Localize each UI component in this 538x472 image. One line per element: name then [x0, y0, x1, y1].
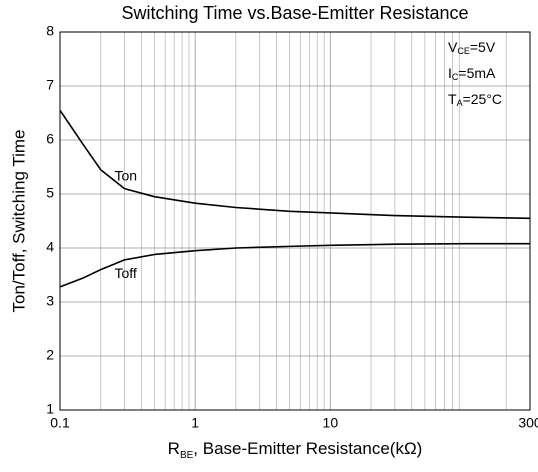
annotation: TA=25°C: [448, 91, 502, 109]
y-tick-label: 8: [46, 23, 54, 39]
annotation-rest: =25°C: [463, 91, 502, 107]
annotation-sub: C: [452, 72, 459, 82]
y-tick-label: 3: [46, 293, 54, 309]
annotation-rest: =5mA: [458, 65, 496, 81]
y-tick-label: 7: [46, 77, 54, 93]
y-tick-label: 6: [46, 131, 54, 147]
y-tick-label: 1: [46, 401, 54, 417]
annotation-main: V: [448, 39, 458, 55]
series-label: Ton: [114, 167, 137, 183]
x-tick-label: 0.1: [50, 415, 70, 431]
annotation: VCE=5V: [448, 39, 496, 57]
x-tick-label: 10: [323, 415, 339, 431]
y-axis-label: Ton/Toff, Switching Time: [9, 130, 28, 313]
plot-frame: [59, 31, 531, 411]
x-tick-label: 300: [518, 415, 538, 431]
series-label: Toff: [114, 265, 136, 281]
annotation-main: T: [448, 91, 457, 107]
series-line: [59, 242, 530, 288]
x-label-sub: BE: [180, 450, 194, 461]
y-tick-label: 4: [46, 239, 54, 255]
annotation-main: I: [448, 65, 452, 81]
series-line: [59, 109, 531, 220]
annotation-sub: CE: [457, 46, 470, 56]
chart-title: Switching Time vs.Base-Emitter Resistanc…: [121, 3, 468, 23]
annotation: IC=5mA: [448, 65, 496, 83]
x-axis-label: RBE, Base-Emitter Resistance(kΩ): [168, 439, 423, 460]
x-label-main: R: [168, 439, 180, 458]
x-tick-label: 1: [191, 415, 199, 431]
x-label-rest: , Base-Emitter Resistance(kΩ): [193, 439, 422, 458]
y-tick-label: 2: [46, 347, 54, 363]
annotation-rest: =5V: [470, 39, 496, 55]
annotation-sub: A: [457, 98, 463, 108]
y-tick-label: 5: [46, 185, 54, 201]
